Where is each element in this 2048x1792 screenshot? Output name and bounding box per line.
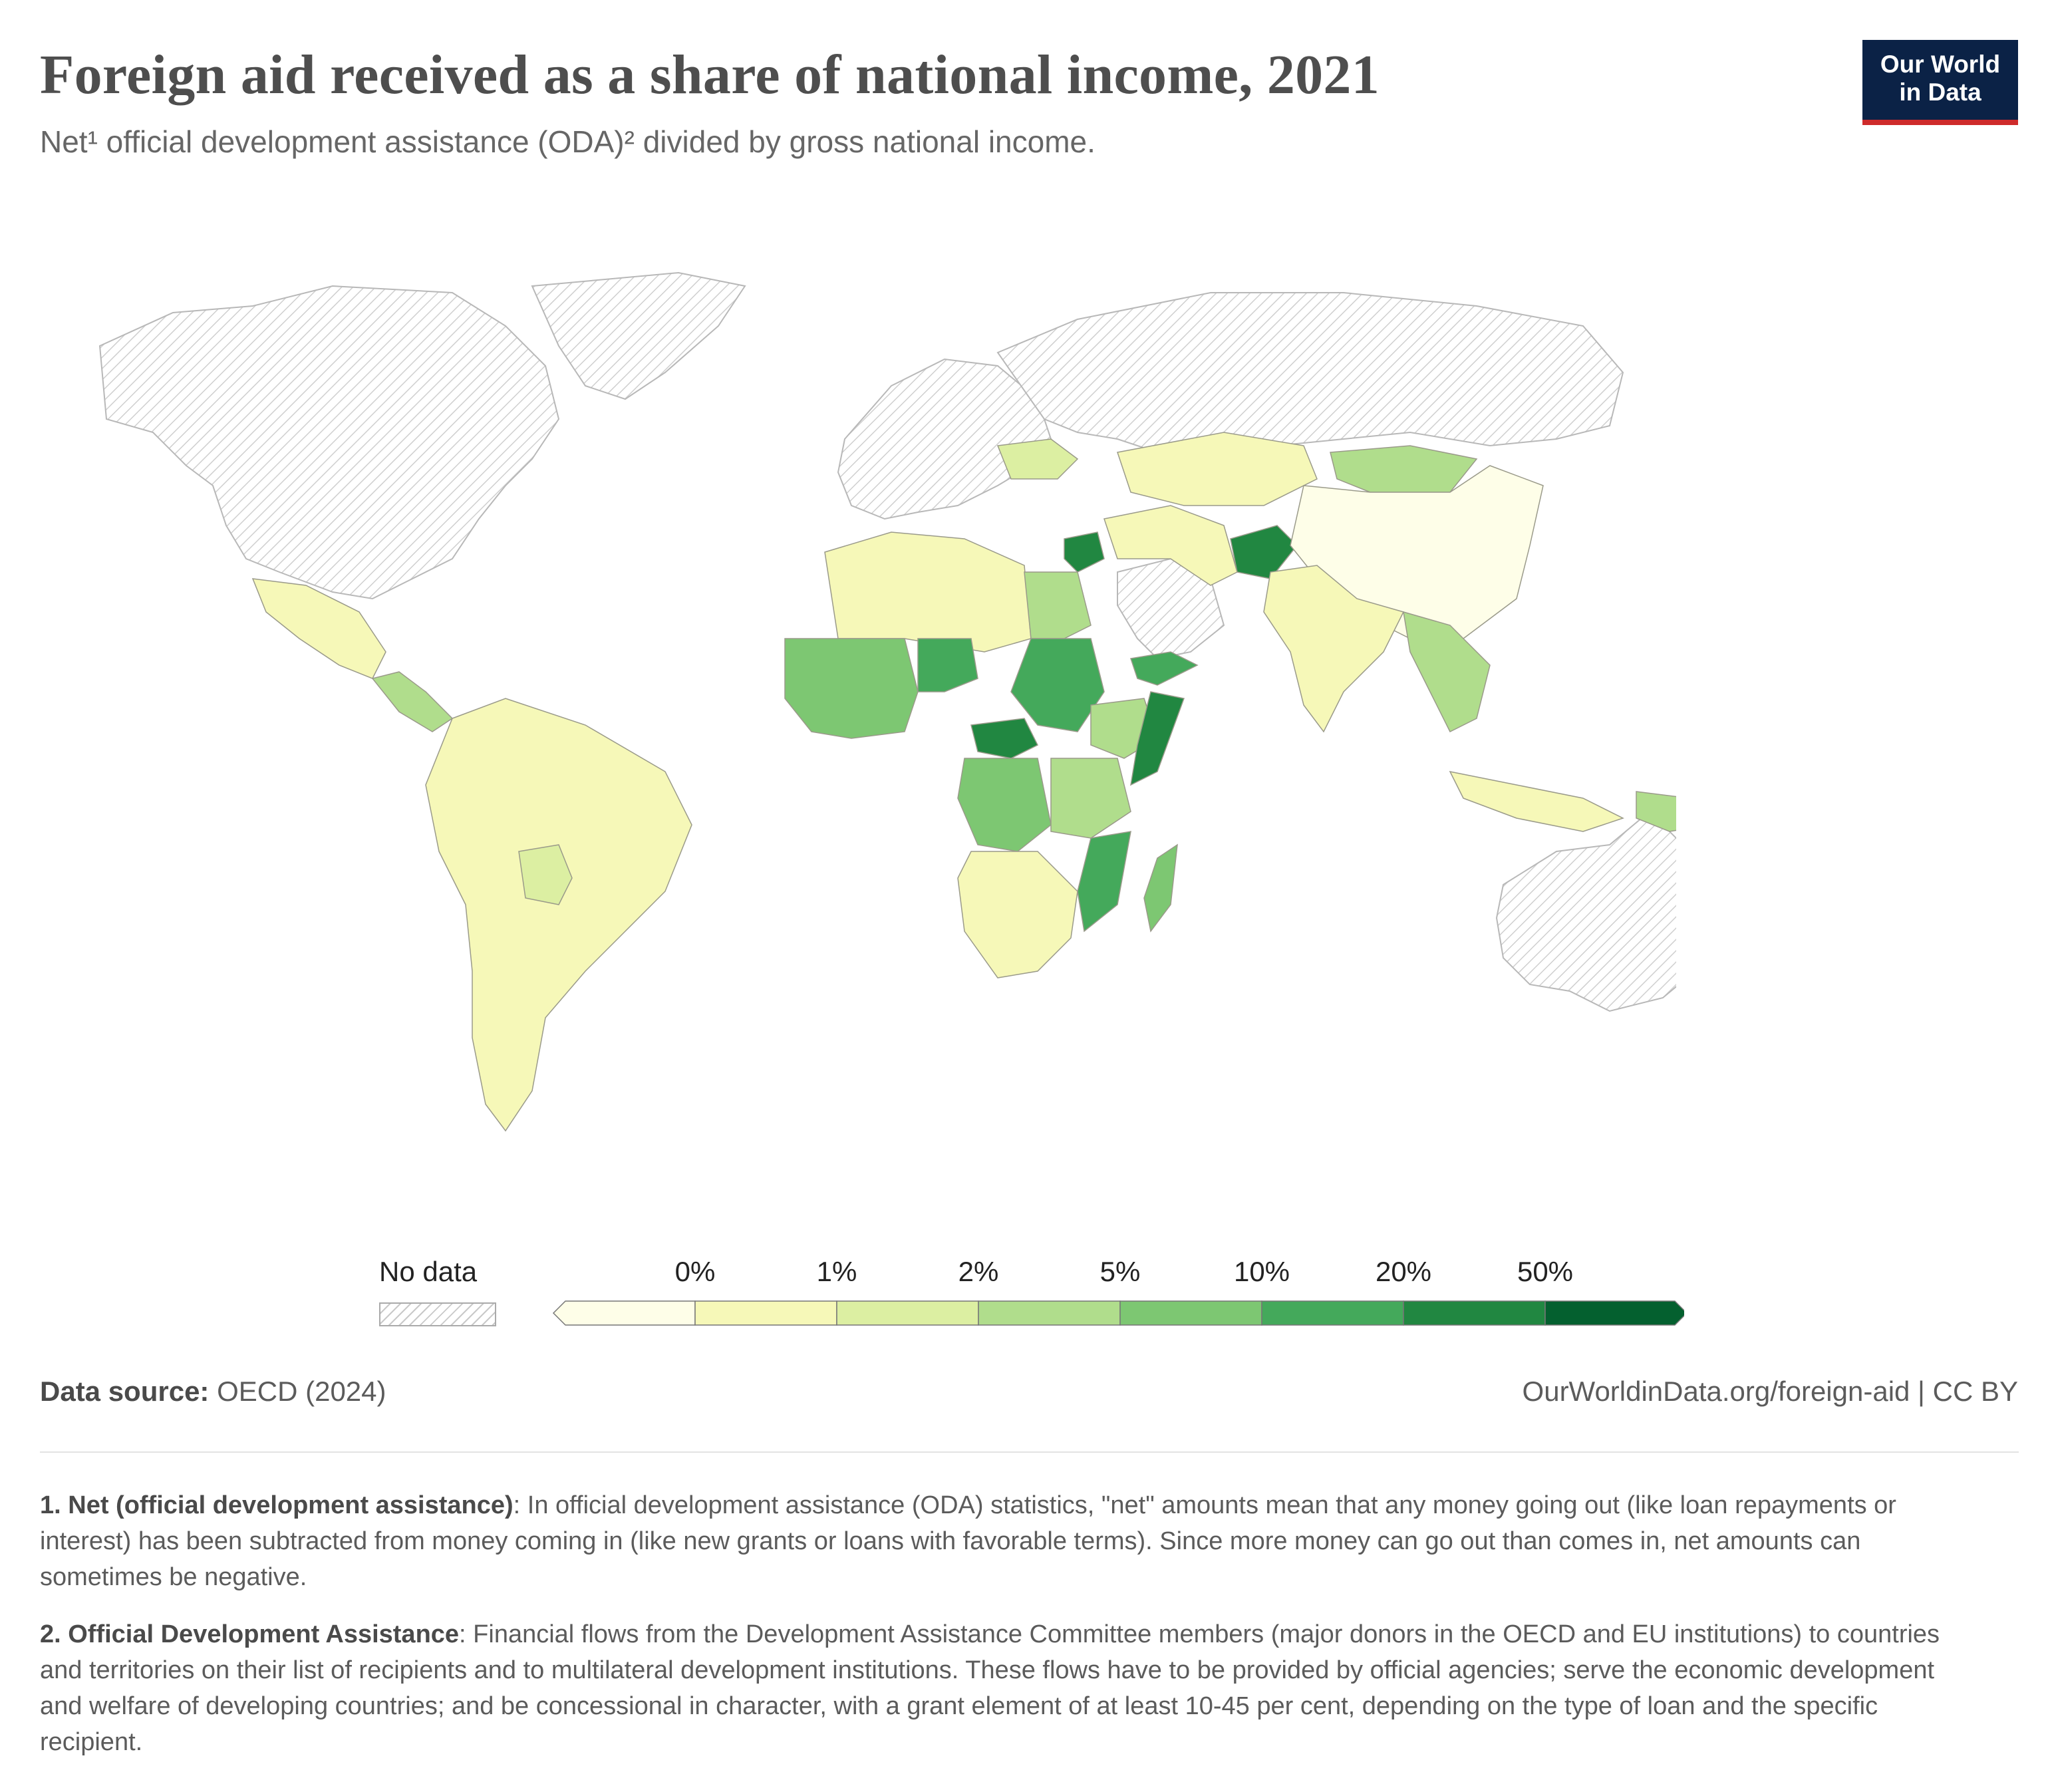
region-west-africa[interactable] (784, 638, 919, 739)
footnote-1-term: 1. Net (official development assistance) (40, 1491, 513, 1519)
footnote-1: 1. Net (official development assistance)… (40, 1487, 1982, 1595)
legend-tick-4: 10% (1233, 1256, 1290, 1287)
chart-subtitle: Net¹ official development assistance (OD… (40, 124, 1096, 159)
logo-line-1: Our World (1880, 51, 2001, 78)
region-india[interactable] (1263, 565, 1405, 733)
footnote-2-text: : Financial flows from the Development A… (40, 1620, 1940, 1756)
region-yemen[interactable] (1130, 651, 1199, 686)
region-indonesia[interactable] (1449, 770, 1624, 832)
logo-line-2: in Data (1899, 78, 1981, 106)
region-australia[interactable] (1495, 810, 1676, 1012)
legend-bin-6[interactable] (1403, 1300, 1546, 1326)
world-map (98, 271, 1676, 1132)
legend-no-data-label: No data (379, 1256, 478, 1287)
region-dr-congo[interactable] (957, 758, 1052, 852)
region-bolivia[interactable] (518, 844, 573, 905)
chart-title: Foreign aid received as a share of natio… (40, 44, 1380, 106)
region-russia[interactable] (996, 292, 1624, 453)
region-southern-africa[interactable] (957, 851, 1078, 978)
legend-bin-4[interactable] (1119, 1300, 1262, 1326)
region-central-african-republic[interactable] (970, 718, 1039, 759)
legend-tick-5: 20% (1375, 1256, 1432, 1287)
region-southeast-asia[interactable] (1403, 611, 1491, 733)
data-source: Data source: OECD (2024) (40, 1376, 386, 1408)
region-north-america[interactable] (98, 285, 560, 600)
region-syria[interactable] (1064, 531, 1105, 573)
legend-bin-0[interactable] (552, 1300, 696, 1326)
legend-bin-7[interactable] (1544, 1300, 1684, 1326)
region-east-africa[interactable] (1050, 758, 1131, 839)
legend-color-scale (552, 1300, 1684, 1326)
footnote-1-text: : In official development assistance (OD… (40, 1491, 1896, 1591)
region-niger[interactable] (917, 638, 978, 692)
region-papua-new-guinea[interactable] (1636, 791, 1676, 832)
region-kazakhstan[interactable] (1117, 432, 1318, 506)
legend-bin-1[interactable] (694, 1300, 837, 1326)
region-mongolia[interactable] (1330, 445, 1478, 493)
region-somalia[interactable] (1130, 691, 1185, 786)
legend-bin-3[interactable] (978, 1300, 1121, 1326)
region-egypt[interactable] (1024, 571, 1092, 639)
legend-bin-5[interactable] (1261, 1300, 1404, 1326)
footnote-2: 2. Official Development Assistance: Fina… (40, 1616, 1982, 1760)
region-afghanistan[interactable] (1230, 525, 1298, 579)
region-central-america[interactable] (371, 671, 454, 732)
legend-tick-2: 2% (958, 1256, 999, 1287)
region-greenland[interactable] (531, 271, 746, 400)
region-ukraine[interactable] (996, 438, 1079, 480)
region-middle-east[interactable] (1103, 505, 1238, 586)
legend-tick-3: 5% (1099, 1256, 1141, 1287)
legend-tick-6: 50% (1517, 1256, 1574, 1287)
logo-accent-bar (1862, 120, 2018, 125)
region-madagascar[interactable] (1143, 843, 1178, 933)
legend-bin-2[interactable] (836, 1300, 979, 1326)
data-source-label: Data source: (40, 1376, 210, 1407)
region-sudan[interactable] (1010, 638, 1105, 732)
region-north-africa[interactable] (824, 531, 1032, 653)
region-south-america[interactable] (425, 698, 692, 1132)
footnote-2-term: 2. Official Development Assistance (40, 1620, 460, 1648)
data-source-value[interactable]: OECD (2024) (217, 1376, 386, 1407)
legend-tick-1: 1% (816, 1256, 857, 1287)
chart-url-license[interactable]: OurWorldinData.org/foreign-aid | CC BY (1522, 1376, 2018, 1407)
legend-no-data-swatch[interactable] (379, 1302, 496, 1326)
footer-divider (40, 1451, 2019, 1453)
legend-tick-0: 0% (674, 1256, 716, 1287)
owid-logo[interactable]: Our World in Data (1862, 40, 2018, 125)
region-mozambique[interactable] (1077, 831, 1131, 933)
